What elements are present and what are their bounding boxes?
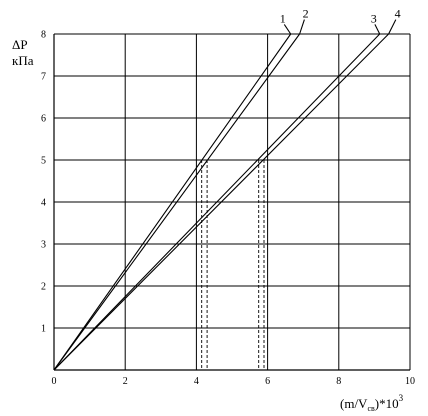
series-leader-1 [283,24,292,35]
x-tick-label-8: 8 [336,376,341,387]
series-leader-3 [374,24,381,35]
series-lines: 1 2 3 4 [53,7,401,371]
y-tick-label-4: 4 [41,198,46,209]
series-leader-2 [299,19,305,35]
x-tick-label-0: 0 [52,376,57,387]
x-axis-title-tail: )*10 [375,396,399,411]
series-line-2 [53,33,301,371]
series-label-4: 4 [395,7,401,21]
series-label-3: 3 [371,11,377,25]
x-tick-label-4: 4 [194,376,199,387]
series-line-4 [53,33,389,371]
axes [53,34,410,371]
y-axis-title-line1: ΔP [12,37,28,52]
x-axis-title: (m/Vсв)*103 [340,393,404,413]
y-tick-label-2: 2 [41,282,46,293]
series-label-1: 1 [280,11,286,25]
y-tick-label-5: 5 [41,156,46,167]
y-tick-label-7: 7 [41,72,46,83]
x-axis-title-sub: св [367,404,375,413]
y-tick-label-1: 1 [41,324,46,335]
x-tick-label-6: 6 [265,376,270,387]
x-axis-title-main: (m/V [340,396,368,411]
y-tick-label-3: 3 [41,240,46,251]
series-line-1 [53,33,292,371]
x-tick-label-2: 2 [123,376,128,387]
y-tick-label-6: 6 [41,114,46,125]
y-tick-label-8: 8 [41,30,46,41]
grid [54,33,411,370]
y-axis-title-line2: кПа [12,53,34,68]
reference-guides [54,159,265,370]
series-label-2: 2 [303,7,309,21]
series-leader-4 [388,19,397,35]
x-axis-title-sup: 3 [399,393,404,403]
series-line-3 [53,33,381,371]
x-tick-label-10: 10 [405,376,415,387]
